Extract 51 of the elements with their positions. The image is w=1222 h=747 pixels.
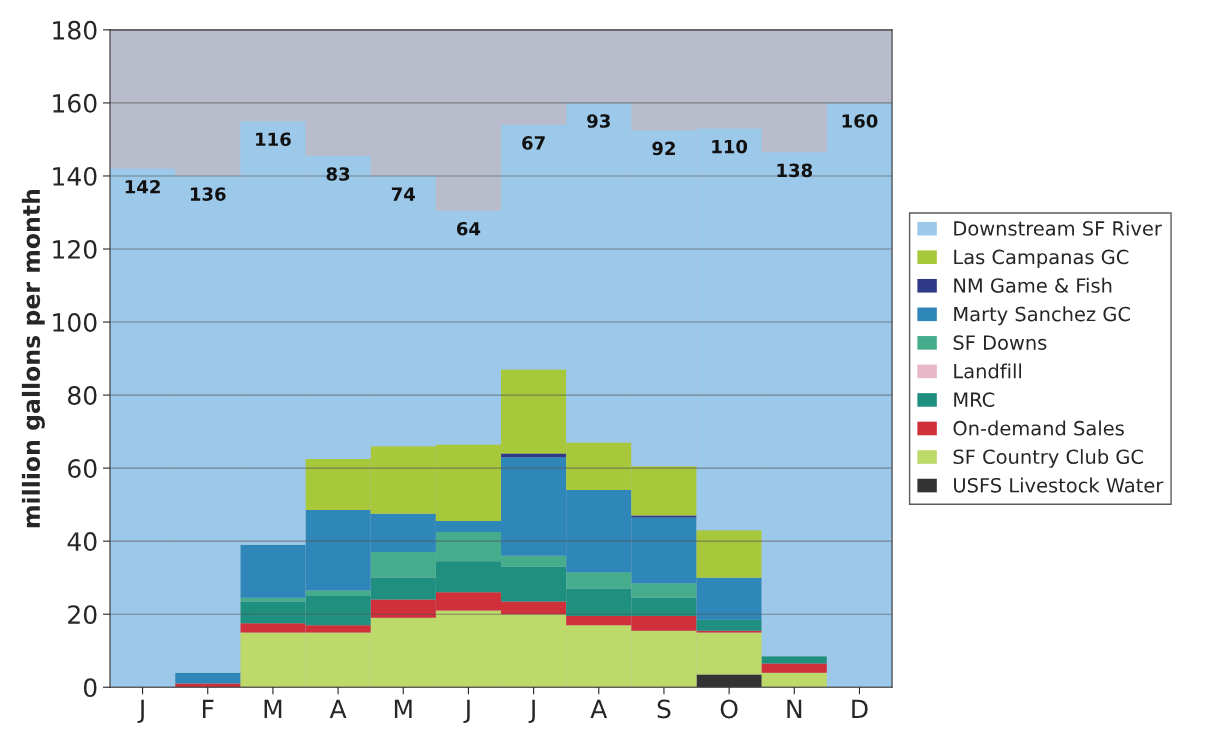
- x-tick-label: S: [657, 699, 671, 719]
- bar: [761, 656, 827, 664]
- data-label: 64: [456, 221, 481, 236]
- data-label: 136: [190, 187, 226, 201]
- data-label: 74: [391, 187, 415, 201]
- x-tick-label: A: [590, 699, 608, 719]
- x-tick-label: M: [264, 699, 282, 719]
- data-label: 93: [587, 114, 610, 128]
- legend-label: Las Campanas GC: [954, 249, 1129, 269]
- bar: [305, 590, 371, 596]
- data-label: 142: [125, 179, 160, 194]
- y-tick-label: 180: [53, 20, 97, 40]
- legend-label: Downstream SF River: [954, 220, 1162, 236]
- x-tick-label: F: [203, 699, 214, 719]
- bar: [175, 672, 241, 684]
- data-label: 67: [522, 136, 545, 150]
- y-tick-label: 100: [53, 312, 97, 332]
- x-tick-label: O: [720, 699, 738, 719]
- y-tick-label: 160: [53, 93, 97, 113]
- data-label: 92: [652, 141, 675, 156]
- y-tick-label: 60: [68, 459, 97, 478]
- x-tick-label: N: [787, 699, 802, 719]
- bar: [696, 619, 762, 631]
- y-tick-label: 140: [53, 166, 97, 186]
- x-tick-label: M: [394, 699, 412, 719]
- y-tick-label: 40: [67, 532, 97, 552]
- legend-label: Marty Sanchez GC: [954, 306, 1130, 326]
- bar: [761, 663, 827, 673]
- legend-label: USFS Livestock Water: [954, 477, 1164, 493]
- bar: [696, 530, 762, 578]
- y-axis-title: million gallons per month: [21, 189, 45, 528]
- x-tick-label: J: [463, 699, 470, 724]
- y-tick-label: 80: [68, 386, 97, 405]
- legend-label: SF Country Club GC: [953, 449, 1143, 468]
- x-tick-label: J: [528, 699, 535, 724]
- data-label: 110: [712, 139, 748, 154]
- legend-label: SF Downs: [953, 335, 1047, 350]
- data-label: 138: [777, 163, 813, 178]
- legend-label: Landfill: [954, 363, 1022, 379]
- x-tick-label: D: [852, 699, 868, 719]
- data-label: 160: [842, 114, 878, 128]
- legend-label: On-demand Sales: [953, 420, 1124, 436]
- y-tick-label: 120: [53, 239, 97, 259]
- x-tick-label: J: [137, 699, 144, 724]
- x-tick-label: A: [329, 699, 347, 719]
- y-tick-label: 20: [68, 605, 97, 625]
- legend-label: NM Game & Fish: [954, 277, 1112, 293]
- legend-label: MRC: [954, 392, 995, 408]
- y-tick-label: 0: [83, 678, 97, 698]
- data-label: 83: [326, 167, 350, 181]
- data-label: 116: [256, 132, 291, 147]
